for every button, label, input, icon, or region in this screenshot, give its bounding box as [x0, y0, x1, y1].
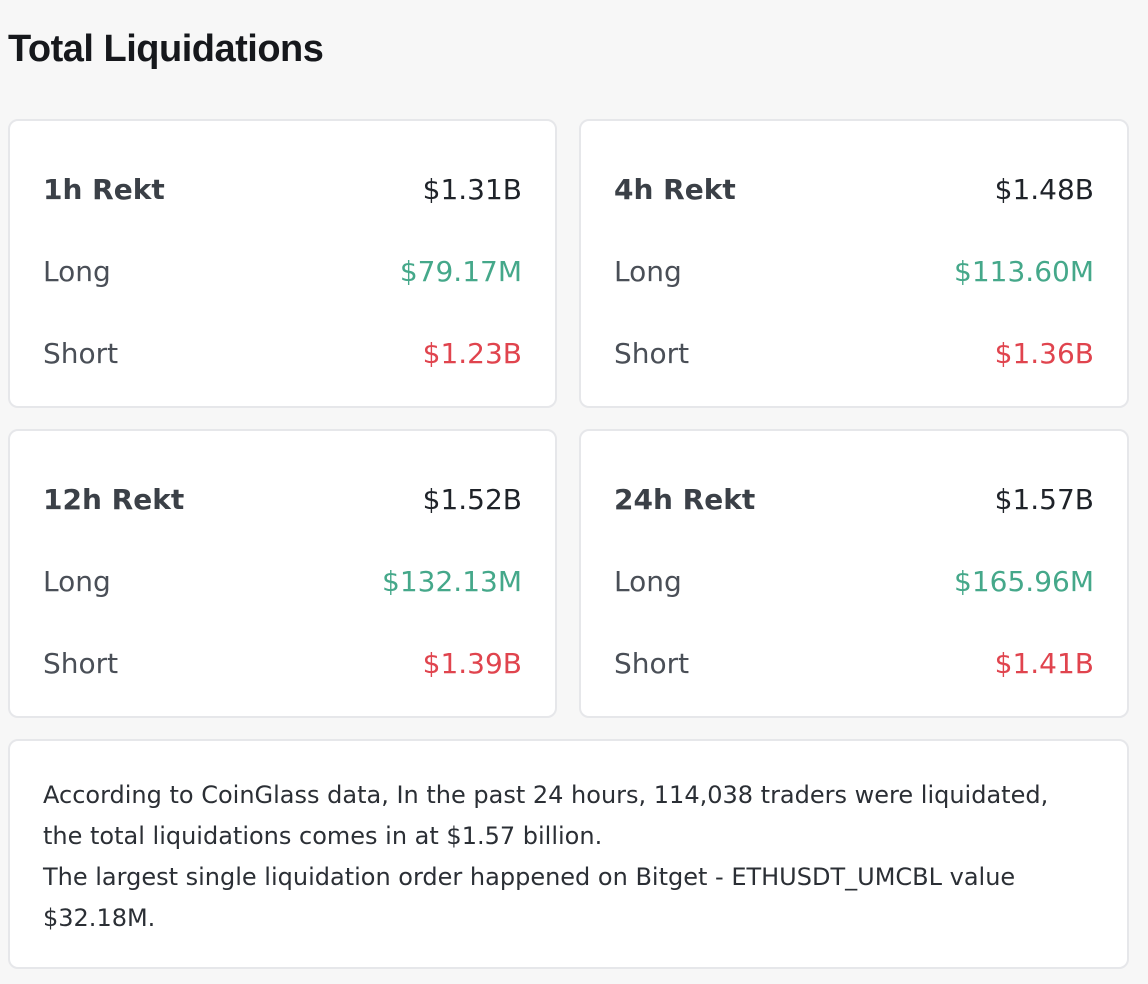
long-row: Long $113.60M: [614, 251, 1094, 291]
long-value: $79.17M: [399, 254, 522, 288]
long-label: Long: [43, 564, 111, 598]
short-label: Short: [614, 336, 690, 370]
period-label: 1h Rekt: [43, 172, 165, 206]
short-label: Short: [43, 646, 119, 680]
short-value: $1.39B: [422, 646, 522, 680]
summary-text-line-2: The largest single liquidation order hap…: [43, 863, 1016, 932]
period-label: 24h Rekt: [614, 482, 756, 516]
long-value: $113.60M: [954, 254, 1094, 288]
rekt-total-row: 4h Rekt $1.48B: [614, 169, 1094, 209]
total-value: $1.31B: [422, 172, 522, 206]
long-row: Long $165.96M: [614, 561, 1094, 601]
long-row: Long $132.13M: [43, 561, 522, 601]
short-label: Short: [614, 646, 690, 680]
total-value: $1.57B: [994, 482, 1094, 516]
period-label: 12h Rekt: [43, 482, 185, 516]
total-value: $1.48B: [994, 172, 1094, 206]
short-row: Short $1.23B: [43, 333, 522, 373]
short-value: $1.36B: [994, 336, 1094, 370]
period-label: 4h Rekt: [614, 172, 736, 206]
summary-text-line-1: According to CoinGlass data, In the past…: [43, 781, 1049, 850]
short-value: $1.41B: [994, 646, 1094, 680]
long-row: Long $79.17M: [43, 251, 522, 291]
short-row: Short $1.36B: [614, 333, 1094, 373]
page-title: Total Liquidations: [8, 28, 324, 70]
rekt-total-row: 1h Rekt $1.31B: [43, 169, 522, 209]
liquidation-card-12h: 12h Rekt $1.52B Long $132.13M Short $1.3…: [8, 429, 557, 718]
long-label: Long: [614, 254, 682, 288]
liquidation-card-4h: 4h Rekt $1.48B Long $113.60M Short $1.36…: [579, 119, 1129, 408]
liquidation-summary-card: According to CoinGlass data, In the past…: [8, 739, 1129, 969]
liquidation-card-1h: 1h Rekt $1.31B Long $79.17M Short $1.23B: [8, 119, 557, 408]
short-row: Short $1.41B: [614, 643, 1094, 683]
short-label: Short: [43, 336, 119, 370]
long-label: Long: [614, 564, 682, 598]
long-value: $132.13M: [382, 564, 522, 598]
long-label: Long: [43, 254, 111, 288]
rekt-total-row: 24h Rekt $1.57B: [614, 479, 1094, 519]
liquidation-card-24h: 24h Rekt $1.57B Long $165.96M Short $1.4…: [579, 429, 1129, 718]
short-value: $1.23B: [422, 336, 522, 370]
long-value: $165.96M: [954, 564, 1094, 598]
short-row: Short $1.39B: [43, 643, 522, 683]
total-value: $1.52B: [422, 482, 522, 516]
rekt-total-row: 12h Rekt $1.52B: [43, 479, 522, 519]
